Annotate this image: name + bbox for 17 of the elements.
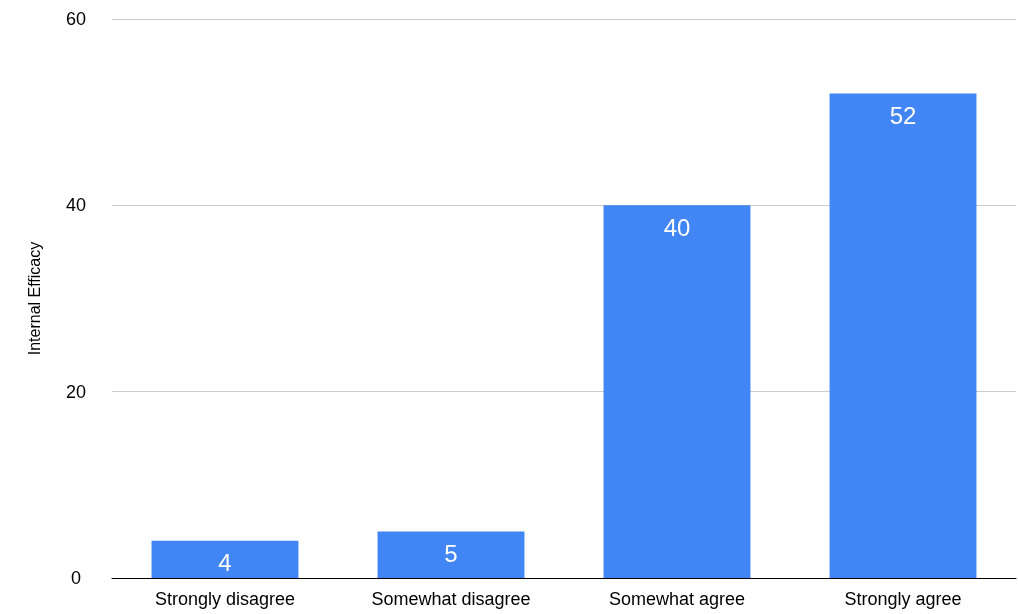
data-label: 52 <box>889 102 917 130</box>
data-label: 4 <box>218 549 232 577</box>
bar <box>151 540 299 578</box>
bar <box>603 205 751 578</box>
y-tick-label: 40 <box>65 195 87 216</box>
bar <box>829 93 977 578</box>
data-label: 40 <box>663 213 691 241</box>
y-axis-title: Internal Efficacy <box>25 241 43 356</box>
y-tick-label: 20 <box>65 381 87 402</box>
y-tick-label: 60 <box>65 9 87 29</box>
x-tick-label: Strongly agree <box>844 589 962 609</box>
x-tick-label: Somewhat agree <box>608 589 746 609</box>
bar <box>377 531 525 578</box>
x-tick-label: Strongly disagree <box>154 589 296 609</box>
data-label: 5 <box>444 539 458 567</box>
x-tick-label: Somewhat disagree <box>371 589 531 609</box>
y-tick-label: 0 <box>70 568 82 588</box>
